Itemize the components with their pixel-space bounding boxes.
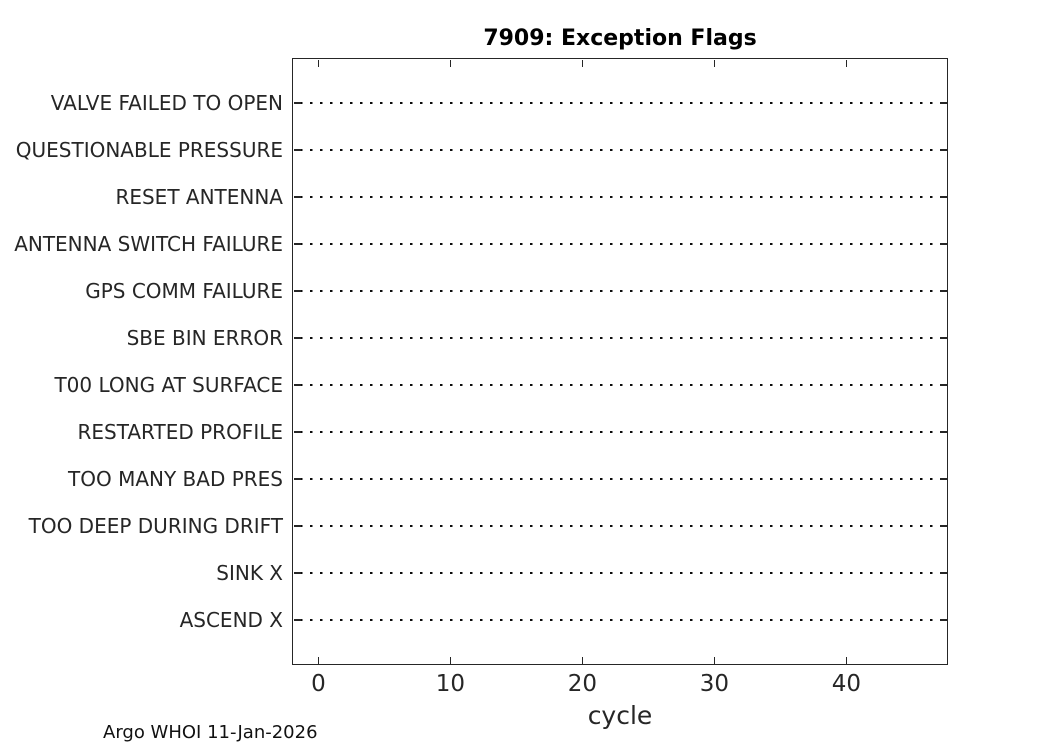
- y-axis-label: VALVE FAILED TO OPEN: [50, 91, 283, 115]
- x-tick-top: [713, 59, 716, 67]
- footer-caption: Argo WHOI 11-Jan-2026: [103, 722, 318, 743]
- x-tick-label: 20: [567, 671, 598, 697]
- y-tick-left: [293, 384, 301, 386]
- x-axis-label: cycle: [587, 701, 653, 730]
- y-tick-left: [293, 619, 301, 621]
- y-axis-label: RESET ANTENNA: [115, 185, 283, 209]
- y-tick-left: [293, 102, 301, 104]
- x-tick-label: 0: [311, 671, 326, 697]
- grid-row-line: [300, 290, 940, 292]
- y-tick-left: [293, 290, 301, 292]
- y-tick-right: [939, 619, 947, 621]
- x-tick-label: 30: [699, 671, 729, 697]
- grid-row-line: [300, 431, 940, 433]
- x-tick-top: [845, 59, 848, 67]
- y-tick-right: [939, 149, 947, 151]
- x-tick-bottom: [845, 656, 848, 664]
- grid-row-line: [300, 478, 940, 480]
- y-tick-left: [293, 572, 301, 574]
- x-tick-top: [581, 59, 584, 67]
- x-tick-top: [317, 59, 320, 67]
- grid-row-line: [300, 196, 940, 198]
- y-tick-right: [939, 337, 947, 339]
- y-tick-right: [939, 384, 947, 386]
- grid-row-line: [300, 337, 940, 339]
- y-axis-label: SBE BIN ERROR: [126, 326, 283, 350]
- y-tick-right: [939, 102, 947, 104]
- y-tick-left: [293, 196, 301, 198]
- y-tick-right: [939, 196, 947, 198]
- y-tick-right: [939, 431, 947, 433]
- y-tick-right: [939, 478, 947, 480]
- y-axis-label: TOO MANY BAD PRES: [68, 467, 283, 491]
- y-axis-label: SINK X: [216, 561, 283, 585]
- y-tick-left: [293, 149, 301, 151]
- y-axis-label: GPS COMM FAILURE: [85, 279, 283, 303]
- grid-row-line: [300, 243, 940, 245]
- grid-row-line: [300, 149, 940, 151]
- y-axis-label: RESTARTED PROFILE: [77, 420, 283, 444]
- y-axis-label: TOO DEEP DURING DRIFT: [28, 514, 283, 538]
- x-tick-bottom: [449, 656, 452, 664]
- y-axis-label: QUESTIONABLE PRESSURE: [15, 138, 283, 162]
- y-tick-left: [293, 431, 301, 433]
- x-tick-bottom: [317, 656, 320, 664]
- chart-title: 7909: Exception Flags: [483, 26, 757, 51]
- y-tick-left: [293, 243, 301, 245]
- y-axis-label: T00 LONG AT SURFACE: [54, 373, 283, 397]
- x-tick-label: 10: [435, 671, 466, 697]
- y-axis-label: ANTENNA SWITCH FAILURE: [14, 232, 283, 256]
- plot-area: [292, 58, 948, 665]
- grid-row-line: [300, 619, 940, 621]
- grid-row-line: [300, 572, 940, 574]
- x-tick-label: 40: [831, 671, 861, 697]
- x-tick-bottom: [581, 656, 584, 664]
- y-tick-right: [939, 290, 947, 292]
- y-tick-right: [939, 572, 947, 574]
- y-tick-right: [939, 525, 947, 527]
- x-tick-bottom: [713, 656, 716, 664]
- y-tick-left: [293, 525, 301, 527]
- y-tick-right: [939, 243, 947, 245]
- y-axis-label: ASCEND X: [179, 608, 283, 632]
- x-tick-top: [449, 59, 452, 67]
- grid-row-line: [300, 102, 940, 104]
- y-tick-left: [293, 478, 301, 480]
- y-tick-left: [293, 337, 301, 339]
- grid-row-line: [300, 525, 940, 527]
- grid-row-line: [300, 384, 940, 386]
